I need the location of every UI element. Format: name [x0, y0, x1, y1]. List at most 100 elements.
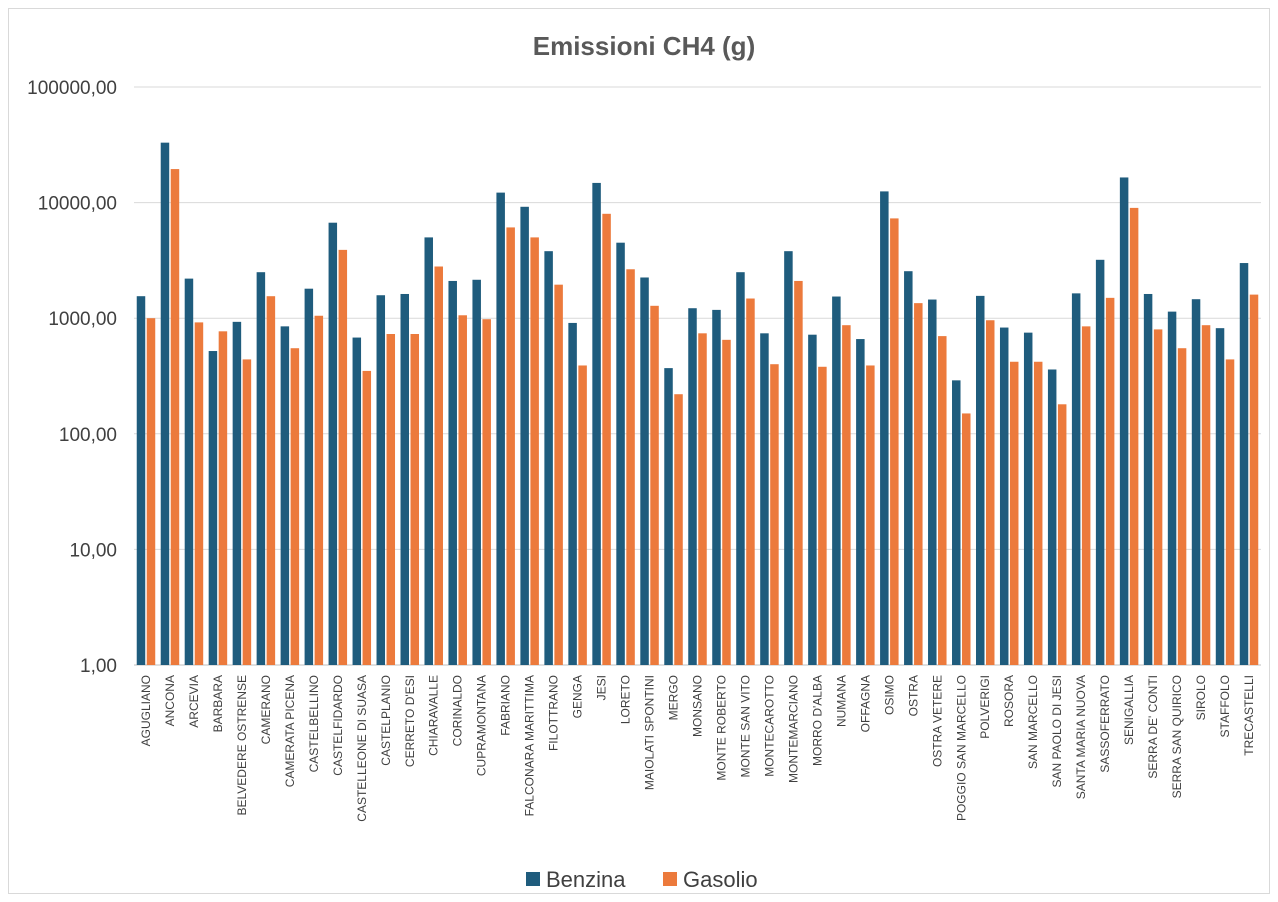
bar-benzina	[688, 308, 697, 665]
bar-gasolio	[626, 269, 635, 665]
bar-gasolio	[962, 413, 971, 665]
bar-benzina	[784, 251, 793, 666]
category-label: POGGIO SAN MARCELLO	[954, 675, 968, 821]
bar-benzina	[856, 339, 865, 665]
category-label: SIROLO	[1194, 675, 1208, 720]
bar-gasolio	[482, 319, 491, 665]
category-label: FALCONARA MARITTIMA	[523, 675, 537, 816]
bar-benzina	[928, 299, 937, 665]
bar-benzina	[616, 242, 625, 665]
category-label: MONTE ROBERTO	[714, 675, 728, 781]
bar-gasolio	[674, 394, 683, 665]
category-label: NUMANA	[834, 675, 848, 727]
bar-benzina	[280, 326, 290, 665]
legend-label-benzina: Benzina	[546, 867, 626, 892]
bar-benzina	[1215, 328, 1225, 665]
bar-benzina	[304, 288, 314, 665]
bar-gasolio	[770, 364, 779, 665]
bar-benzina	[592, 182, 601, 666]
bar-gasolio	[746, 298, 755, 665]
bar-benzina	[472, 279, 481, 665]
bar-benzina	[1071, 293, 1081, 665]
chart: Emissioni CH4 (g) 1,00 10,00 100,00 1000,00…	[27, 31, 1261, 892]
bar-benzina	[952, 380, 961, 665]
bar-gasolio	[818, 366, 827, 665]
y-tick-label: 100,00	[59, 425, 117, 446]
bar-benzina	[256, 272, 266, 665]
category-label: MORRO D'ALBA	[810, 675, 824, 766]
category-label: MONTEMARCIANO	[786, 675, 800, 783]
category-label: CERRETO D'ESI	[403, 675, 417, 767]
bar-benzina	[1023, 332, 1033, 665]
category-label: MAIOLATI SPONTINI	[643, 675, 657, 790]
bar-benzina	[640, 277, 649, 665]
bar-gasolio	[314, 315, 324, 665]
bar-gasolio	[170, 169, 180, 665]
bar-benzina	[880, 191, 889, 665]
bar-benzina	[1143, 293, 1153, 665]
bar-gasolio	[1009, 361, 1019, 665]
category-label: ANCONA	[163, 675, 177, 726]
bar-benzina	[712, 309, 721, 665]
y-tick-label: 100000,00	[27, 78, 117, 99]
bar-benzina	[568, 322, 577, 665]
category-label: BARBARA	[211, 675, 225, 732]
category-label: SERRA DE' CONTI	[1146, 675, 1160, 779]
category-label: OSTRA VETERE	[930, 675, 944, 767]
category-label: SASSOFERRATO	[1098, 675, 1112, 773]
category-label: MONTE SAN VITO	[738, 675, 752, 777]
bar-benzina	[544, 251, 553, 666]
bar-gasolio	[434, 266, 443, 665]
bar-benzina	[1191, 299, 1201, 665]
bar-gasolio	[554, 284, 563, 665]
category-label: MERGO	[667, 675, 681, 720]
category-label: CASTELFIDARDO	[331, 675, 345, 776]
bar-gasolio	[985, 320, 995, 665]
bar-gasolio	[338, 249, 348, 665]
category-label: ROSORA	[1002, 675, 1016, 727]
bar-benzina	[760, 333, 769, 665]
bar-gasolio	[866, 365, 875, 665]
bar-gasolio	[1057, 404, 1067, 665]
bar-benzina	[904, 271, 913, 665]
bar-gasolio	[842, 325, 851, 665]
category-label: CAMERANO	[259, 675, 273, 744]
bar-benzina	[208, 351, 218, 665]
bar-benzina	[999, 327, 1009, 665]
category-label: CUPRAMONTANA	[475, 675, 489, 776]
bar-benzina	[1095, 259, 1105, 665]
bar-benzina	[400, 293, 410, 665]
category-label: CASTELPLANIO	[379, 675, 393, 766]
bar-benzina	[1239, 263, 1249, 665]
legend: Benzina Gasolio	[526, 867, 758, 892]
legend-label-gasolio: Gasolio	[683, 867, 758, 892]
bar-gasolio	[458, 315, 467, 665]
bar-gasolio	[266, 296, 276, 665]
gridlines	[134, 86, 1261, 666]
bar-benzina	[736, 272, 745, 665]
bar-gasolio	[722, 339, 731, 665]
bar-benzina	[975, 295, 985, 665]
y-tick-label: 10,00	[69, 540, 117, 561]
bar-benzina	[160, 142, 170, 665]
category-label: SANTA MARIA NUOVA	[1074, 675, 1088, 799]
y-tick-label: 1,00	[80, 656, 117, 677]
chart-frame: Emissioni CH4 (g) 1,00 10,00 100,00 1000,00…	[8, 8, 1270, 894]
bar-gasolio	[290, 348, 300, 665]
bar-benzina	[1119, 177, 1129, 665]
bar-gasolio	[146, 318, 156, 665]
bar-benzina	[232, 321, 242, 665]
bar-benzina	[832, 296, 841, 665]
category-label: OSTRA	[906, 675, 920, 716]
category-label: CASTELBELLINO	[307, 675, 321, 772]
bar-gasolio	[1201, 325, 1211, 665]
bar-gasolio	[1177, 348, 1187, 665]
legend-swatch-gasolio	[663, 872, 677, 886]
bar-gasolio	[506, 227, 515, 665]
y-tick-label: 10000,00	[38, 194, 117, 215]
bar-benzina	[352, 337, 362, 665]
category-label: POLVERIGI	[978, 675, 992, 739]
bar-benzina	[184, 278, 194, 665]
category-label: CAMERATA PICENA	[283, 675, 297, 787]
bar-gasolio	[602, 213, 611, 665]
